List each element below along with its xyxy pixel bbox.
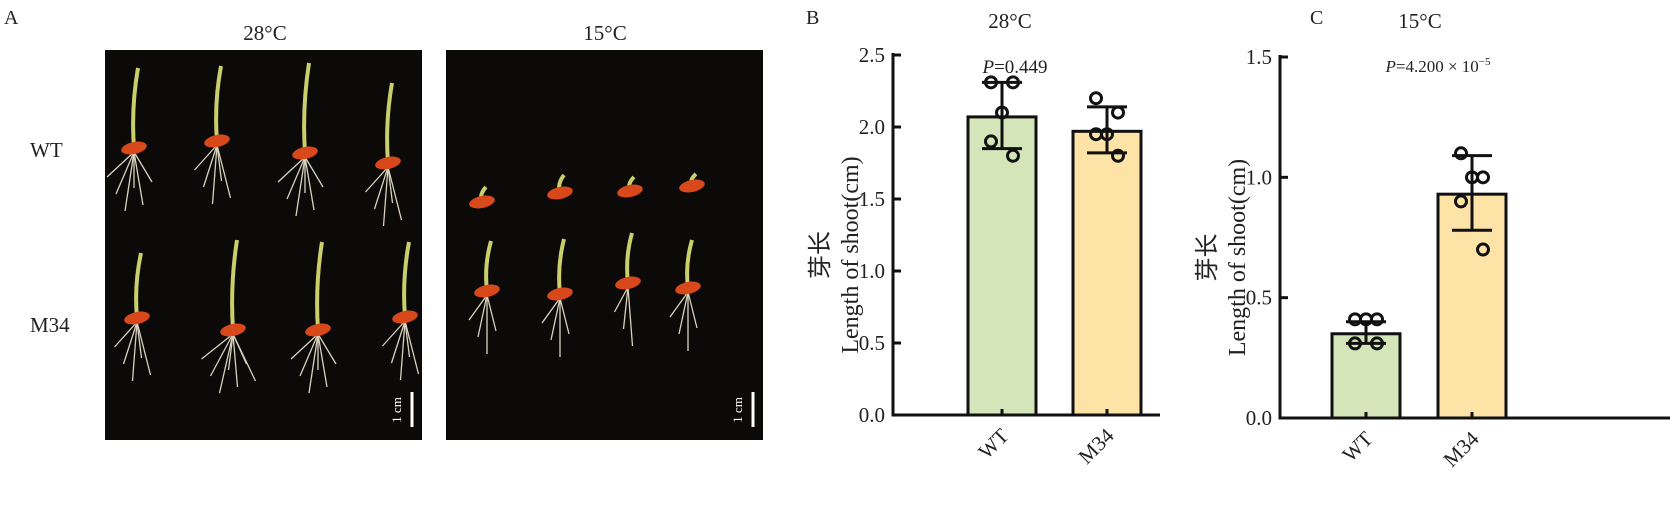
seedling-photo-28c bbox=[105, 50, 422, 440]
chart-b: B 28°C Length of shoot(cm)芽长 WT M34 0.0 0.5 1.0… bbox=[806, 7, 1160, 469]
y-axis-label: Length of shoot(cm) bbox=[1225, 159, 1251, 356]
row-label-m34: M34 bbox=[30, 313, 70, 337]
seedling-photo-15c bbox=[446, 50, 763, 440]
data-point bbox=[1006, 75, 1020, 90]
y-tick-label: 0.0 bbox=[859, 403, 885, 427]
scale-bar-15c: 1 cm bbox=[730, 392, 755, 427]
panel-a-label: A bbox=[4, 7, 19, 29]
p-symbol: P bbox=[1384, 57, 1395, 76]
data-point bbox=[1370, 336, 1384, 351]
x-tick-label-m34: M34 bbox=[1074, 423, 1119, 468]
data-point bbox=[1006, 148, 1020, 163]
y-tick-label: 1.0 bbox=[859, 259, 885, 283]
data-point bbox=[995, 105, 1009, 120]
data-point bbox=[984, 134, 998, 149]
y-tick-label: 1.0 bbox=[1246, 165, 1272, 189]
data-point bbox=[1111, 105, 1125, 120]
y-tick-label: 0.0 bbox=[1246, 406, 1272, 430]
scale-bar-label: 1 cm bbox=[730, 397, 745, 423]
data-point bbox=[1454, 146, 1468, 161]
p-value-annotation: P=0.449 bbox=[982, 57, 1048, 78]
chart-title: 15°C bbox=[1398, 9, 1441, 33]
y-tick-label: 2.0 bbox=[859, 115, 885, 139]
data-point bbox=[1476, 170, 1490, 185]
bar-wt bbox=[1330, 332, 1402, 420]
y-axis-label-cn: 芽长 bbox=[807, 231, 834, 279]
y-tick-label: 1.5 bbox=[859, 187, 885, 211]
photo-title-15c: 15°C bbox=[583, 21, 626, 45]
scale-bar-label: 1 cm bbox=[389, 397, 404, 423]
data-point bbox=[1089, 127, 1103, 142]
x-tick-label-wt: WT bbox=[1337, 426, 1377, 466]
scale-bar-28c: 1 cm bbox=[389, 392, 414, 427]
p-value: =4.200 × 10 bbox=[1396, 57, 1479, 76]
data-point bbox=[1348, 336, 1362, 351]
y-tick-label: 1.5 bbox=[1246, 45, 1272, 69]
y-tick-label: 2.5 bbox=[859, 43, 885, 67]
y-axis-label-cn: 芽长 bbox=[1194, 234, 1221, 282]
photo-title-28c: 28°C bbox=[243, 21, 286, 45]
y-axis-label: Length of shoot(cm) bbox=[838, 156, 864, 353]
data-point bbox=[1111, 148, 1125, 163]
data-point bbox=[1476, 242, 1490, 257]
data-point bbox=[1359, 312, 1373, 327]
data-point bbox=[984, 75, 998, 90]
bar-m34 bbox=[1071, 129, 1143, 417]
data-point bbox=[1089, 91, 1103, 106]
p-exponent: −5 bbox=[1479, 56, 1491, 68]
row-label-wt: WT bbox=[30, 138, 63, 162]
panel-label: C bbox=[1310, 7, 1323, 29]
data-point bbox=[1454, 194, 1468, 209]
p-value-annotation-container: P=0.449 bbox=[982, 57, 1048, 78]
p-value-annotation: P=4.200 × 10−5 bbox=[1384, 56, 1491, 76]
panel-label: B bbox=[806, 7, 819, 29]
y-tick-label: 0.5 bbox=[1246, 286, 1272, 310]
data-point bbox=[1465, 170, 1479, 185]
bar-wt bbox=[966, 115, 1038, 417]
chart-title: 28°C bbox=[988, 9, 1031, 33]
x-tick-label-wt: WT bbox=[973, 423, 1013, 463]
y-tick-label: 0.5 bbox=[859, 331, 885, 355]
chart-c: C 15°C P=4.200 × 10−5 Length of shoot(cm)芽长… bbox=[1194, 7, 1670, 472]
x-tick-label-m34: M34 bbox=[1439, 426, 1484, 471]
